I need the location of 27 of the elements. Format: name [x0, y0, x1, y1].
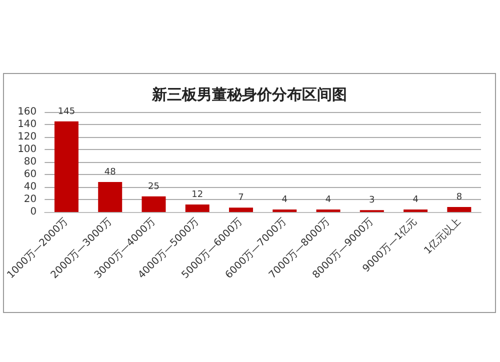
y-tick-label: 140: [18, 119, 37, 130]
x-tick-label: 1亿元以上: [422, 215, 464, 257]
data-label: 4: [282, 195, 288, 205]
y-tick-label: 160: [18, 106, 37, 118]
data-label: 3: [369, 196, 375, 206]
y-tick-label: 120: [18, 132, 37, 142]
bar: [185, 204, 210, 212]
data-label: 145: [58, 106, 76, 117]
bar: [447, 207, 472, 212]
y-tick-label: 0: [30, 206, 37, 218]
data-label: 48: [104, 168, 116, 178]
bar: [229, 208, 254, 212]
data-label: 7: [238, 193, 244, 204]
y-tick-label: 20: [24, 194, 37, 205]
chart-title: 新三板男董秘身价分布区间图: [151, 86, 347, 104]
data-label: 25: [148, 182, 160, 192]
bar: [54, 121, 78, 212]
data-label: 12: [192, 190, 204, 200]
y-tick-label: 60: [24, 169, 37, 180]
bar: [142, 196, 166, 212]
y-tick-label: 80: [24, 156, 37, 168]
y-tick-label: 100: [18, 144, 37, 155]
data-label: 4: [412, 195, 419, 205]
data-label: 4: [325, 195, 332, 205]
y-tick-label: 40: [24, 182, 37, 192]
bar: [98, 182, 122, 212]
data-label: 8: [456, 192, 462, 202]
